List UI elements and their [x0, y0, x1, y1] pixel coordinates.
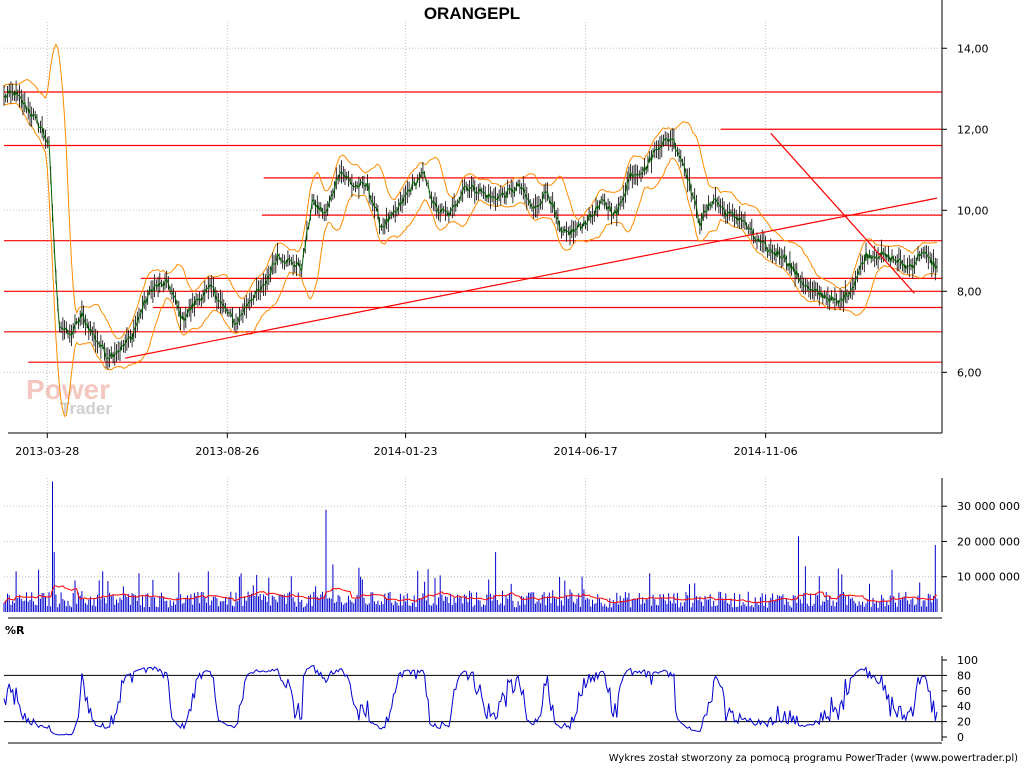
trendlines — [125, 132, 938, 359]
trendline-1 — [770, 132, 915, 294]
price-hl-bars — [3, 80, 938, 370]
date-tick-label-4: 2014-11-06 — [734, 445, 798, 458]
price-tick-label-0: 6,00 — [957, 366, 982, 379]
williams-tick-label-0: 0 — [957, 731, 964, 744]
volume-bar-series — [3, 481, 938, 612]
watermark-trader: Trader — [60, 399, 112, 418]
price-grid — [4, 22, 942, 433]
williams-tick-label-4: 80 — [957, 669, 971, 682]
close-line — [3, 89, 938, 359]
date-tick-label-0: 2013-03-28 — [15, 445, 79, 458]
date-tick-label-2: 2014-01-23 — [374, 445, 438, 458]
williams-axis: 0 20 40 60 80 100 — [8, 654, 978, 744]
trendline-0 — [125, 197, 938, 359]
volume-axis: 10 000 000 20 000 000 30 000 000 — [8, 478, 1020, 619]
volume-bars — [3, 481, 938, 612]
price-tick-label-4: 14,00 — [957, 42, 989, 55]
footer-credit: Wykres został stworzony za pomocą progra… — [609, 753, 1018, 764]
williams-r-panel: %R 0 20 40 60 80 100 — [3, 624, 978, 744]
volume-average — [3, 585, 938, 604]
lower-band — [3, 102, 938, 418]
date-tick-label-3: 2014-06-17 — [554, 445, 618, 458]
williams-reference-lines — [4, 674, 942, 723]
price-tick-label-2: 10,00 — [957, 204, 989, 217]
williams-r-series — [3, 665, 938, 736]
price-bars — [3, 80, 938, 370]
williams-tick-label-1: 20 — [957, 716, 971, 729]
volume-tick-label-0: 10 000 000 — [957, 571, 1020, 584]
williams-tick-label-3: 60 — [957, 685, 971, 698]
volume-tick-label-2: 30 000 000 — [957, 500, 1020, 513]
price-tick-label-3: 12,00 — [957, 123, 989, 136]
volume-average-line — [3, 585, 938, 604]
horizontal-levels — [4, 91, 942, 363]
chart-title: ORANGEPL — [424, 4, 520, 23]
volume-grid — [4, 478, 942, 612]
williams-r-label: %R — [5, 624, 25, 637]
price-tick-label-1: 8,00 — [957, 285, 982, 298]
williams-line — [3, 665, 938, 736]
date-axis: 2013-03-28 2013-08-26 2014-01-23 2014-06-17… — [8, 432, 942, 458]
volume-tick-label-1: 20 000 000 — [957, 535, 1020, 548]
upper-band — [3, 43, 938, 339]
price-bands — [3, 43, 938, 418]
williams-tick-label-5: 100 — [957, 654, 978, 667]
williams-tick-label-2: 40 — [957, 700, 971, 713]
volume-panel: 10 000 000 20 000 000 30 000 000 — [3, 478, 1020, 619]
date-tick-label-1: 2013-08-26 — [195, 445, 259, 458]
price-axis: 6,00 8,00 10,00 12,00 14,00 — [941, 0, 989, 433]
